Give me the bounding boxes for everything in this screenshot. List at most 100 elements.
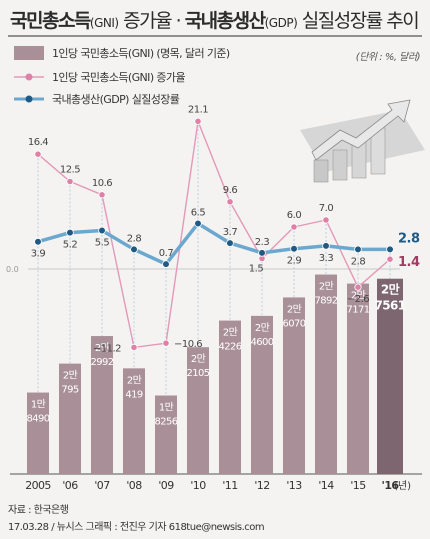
- x-tick-label: '06: [62, 479, 78, 492]
- gni-bar-label-bottom: 4226: [218, 342, 241, 353]
- gdp-rate-point: [66, 228, 74, 237]
- gdp-rate-label: 3.7: [223, 227, 238, 238]
- x-tick-label: '12: [254, 479, 269, 492]
- gni-bar-label-bottom: 2105: [186, 368, 209, 379]
- gni-rate-label: 21.1: [188, 104, 208, 115]
- gni-bar: [347, 283, 369, 474]
- rate-labels: 16.4 12.5 10.6 −11.2 −10.6 21.1 9.6 1.5 6.0 7.0 −2…: [28, 104, 421, 354]
- unit-label: (단위 : %, 달러): [356, 51, 420, 63]
- gdp-rate-point: [386, 245, 394, 254]
- gni-bar-label-top: 2만: [191, 353, 206, 365]
- gni-bar-label-top: 2만: [223, 327, 238, 339]
- gni-rate-point: [386, 255, 394, 263]
- chart: 1인당 국민총소득(GNI) (명목, 달러 기준) 1인당 국민총소득(GNI…: [6, 35, 425, 492]
- gni-rate-point: [290, 223, 298, 231]
- gni-bar-label-bottom: 4600: [250, 337, 273, 348]
- gni-bar-label-top: 2만: [351, 290, 366, 302]
- gni-rate-label: 12.5: [60, 165, 80, 176]
- source-note: 자료 : 한국은행: [8, 505, 69, 516]
- gdp-rate-label: 2.8: [351, 256, 366, 267]
- gni-per-capita-bars: [27, 274, 403, 474]
- gni-bar-label-bottom: 2992: [90, 357, 113, 368]
- gni-rate-label: 1.4: [398, 255, 420, 270]
- gdp-rate-label: 2.9: [287, 256, 302, 267]
- gni-bar: [219, 320, 241, 474]
- title-mid: 증가율 ·: [118, 10, 185, 32]
- gni-bar-label-bottom: 8490: [26, 414, 49, 425]
- year-unit: (년): [394, 480, 411, 492]
- gdp-rate-label: 0.7: [159, 248, 174, 259]
- gni-bar: [155, 395, 177, 474]
- gdp-rate-label: 5.2: [63, 240, 78, 251]
- gni-rate-label: 1.5: [249, 264, 264, 275]
- gni-rate-label: 7.0: [319, 203, 334, 214]
- gdp-rate-point: [322, 242, 330, 250]
- gni-rate-label: −11.2: [93, 343, 121, 354]
- gdp-rate-label: 3.3: [319, 253, 334, 264]
- gni-bar-label-top: 1만: [159, 401, 174, 413]
- gni-rate-point: [322, 216, 330, 224]
- x-tick-label: '14: [318, 479, 334, 492]
- gni-rate-point: [34, 150, 42, 158]
- gni-bar-label-bottom: 8256: [154, 416, 177, 427]
- gni-rate-label: 6.0: [287, 210, 302, 221]
- gdp-rate-label: 2.8: [398, 231, 420, 246]
- gni-rate-point: [226, 198, 234, 206]
- gdp-rate-label: 2.8: [127, 233, 142, 244]
- title-gdp: 국내총생산: [184, 10, 266, 32]
- x-tick-label: '11: [222, 479, 237, 492]
- chart-title: 국민총소득(GNI) 증가율 · 국내총생산(GDP) 실질성장률 추이: [10, 6, 420, 33]
- gdp-rate-point: [354, 245, 362, 254]
- rate-lines: [34, 117, 394, 351]
- gni-rate-point: [130, 343, 138, 351]
- gdp-rate-point: [290, 244, 298, 253]
- gni-bar-label-top: 2만: [319, 281, 334, 293]
- gni-bar: [283, 297, 305, 474]
- gni-bar-label-top: 2만: [127, 374, 142, 386]
- gni-bar-label-bottom: 6070: [282, 318, 305, 329]
- credit-note: 17.03.28 / 뉴시스 그래픽 : 전진우 기자 618tue@newsi…: [8, 522, 265, 533]
- gni-bar-label-top: 1만: [31, 399, 46, 411]
- gdp-rate-point: [98, 226, 106, 235]
- growth-chart-icon: [300, 99, 425, 183]
- gni-bar: [315, 274, 337, 474]
- gni-bar: [187, 347, 209, 474]
- gni-rate-point: [162, 339, 170, 347]
- gni-rate-point: [194, 117, 202, 125]
- zero-label: 0.0: [6, 265, 19, 274]
- x-tick-label: '13: [286, 479, 302, 492]
- legend-gni: 1인당 국민총소득(GNI) 증가율: [52, 71, 185, 84]
- x-tick-label: '07: [94, 479, 110, 492]
- gni-bar-label-top: 2만: [95, 342, 110, 354]
- gdp-rate-point: [226, 239, 234, 247]
- gdp-rate-label: 3.9: [31, 249, 46, 260]
- gni-bar-label-bottom: 7892: [314, 296, 337, 307]
- legend-gdp: 국내총생산(GDP) 실질성장률: [52, 93, 180, 106]
- gni-rate-label: 10.6: [92, 178, 112, 189]
- x-tick-label: 2005: [25, 479, 51, 492]
- x-axis-ticks: 2005 '06 '07 '08 '09 '10 '11 '12 '13 '14 '15 '16: [25, 479, 400, 492]
- legend-gni-dot: [25, 73, 33, 81]
- title-gni: 국민총소득: [10, 10, 91, 32]
- x-tick-label: '16: [382, 479, 400, 492]
- gni-bar-label-bottom: 795: [61, 385, 79, 396]
- gni-bar: [251, 315, 273, 474]
- gni-per-capita-bar-labels: 1만 8490 2만 795 2만 2992 2만 419 1만 8256 2만 2105 2만 4226…: [26, 281, 406, 428]
- gni-rate-label: −2.6: [347, 294, 369, 305]
- gni-bar: [377, 278, 403, 474]
- x-tick-label: '10: [190, 479, 206, 492]
- x-tick-label: '08: [126, 479, 142, 492]
- x-tick-label: '15: [350, 479, 366, 492]
- gni-bar-label-bottom: 419: [125, 389, 143, 400]
- gdp-rate-label: 5.5: [95, 238, 110, 249]
- gni-rate-label: 9.6: [223, 185, 238, 196]
- gni-bar: [59, 363, 81, 474]
- gdp-rate-point: [34, 237, 42, 246]
- title-end: 실질성장률 추이: [297, 10, 420, 32]
- gdp-rate-point: [130, 245, 138, 254]
- gni-rate-label: −10.6: [174, 339, 202, 350]
- gdp-rate-point: [258, 249, 266, 257]
- gni-rate-point: [98, 191, 106, 199]
- gni-bar-label-top: 2만: [255, 322, 270, 334]
- gni-bar-label-top: 2만: [63, 370, 78, 382]
